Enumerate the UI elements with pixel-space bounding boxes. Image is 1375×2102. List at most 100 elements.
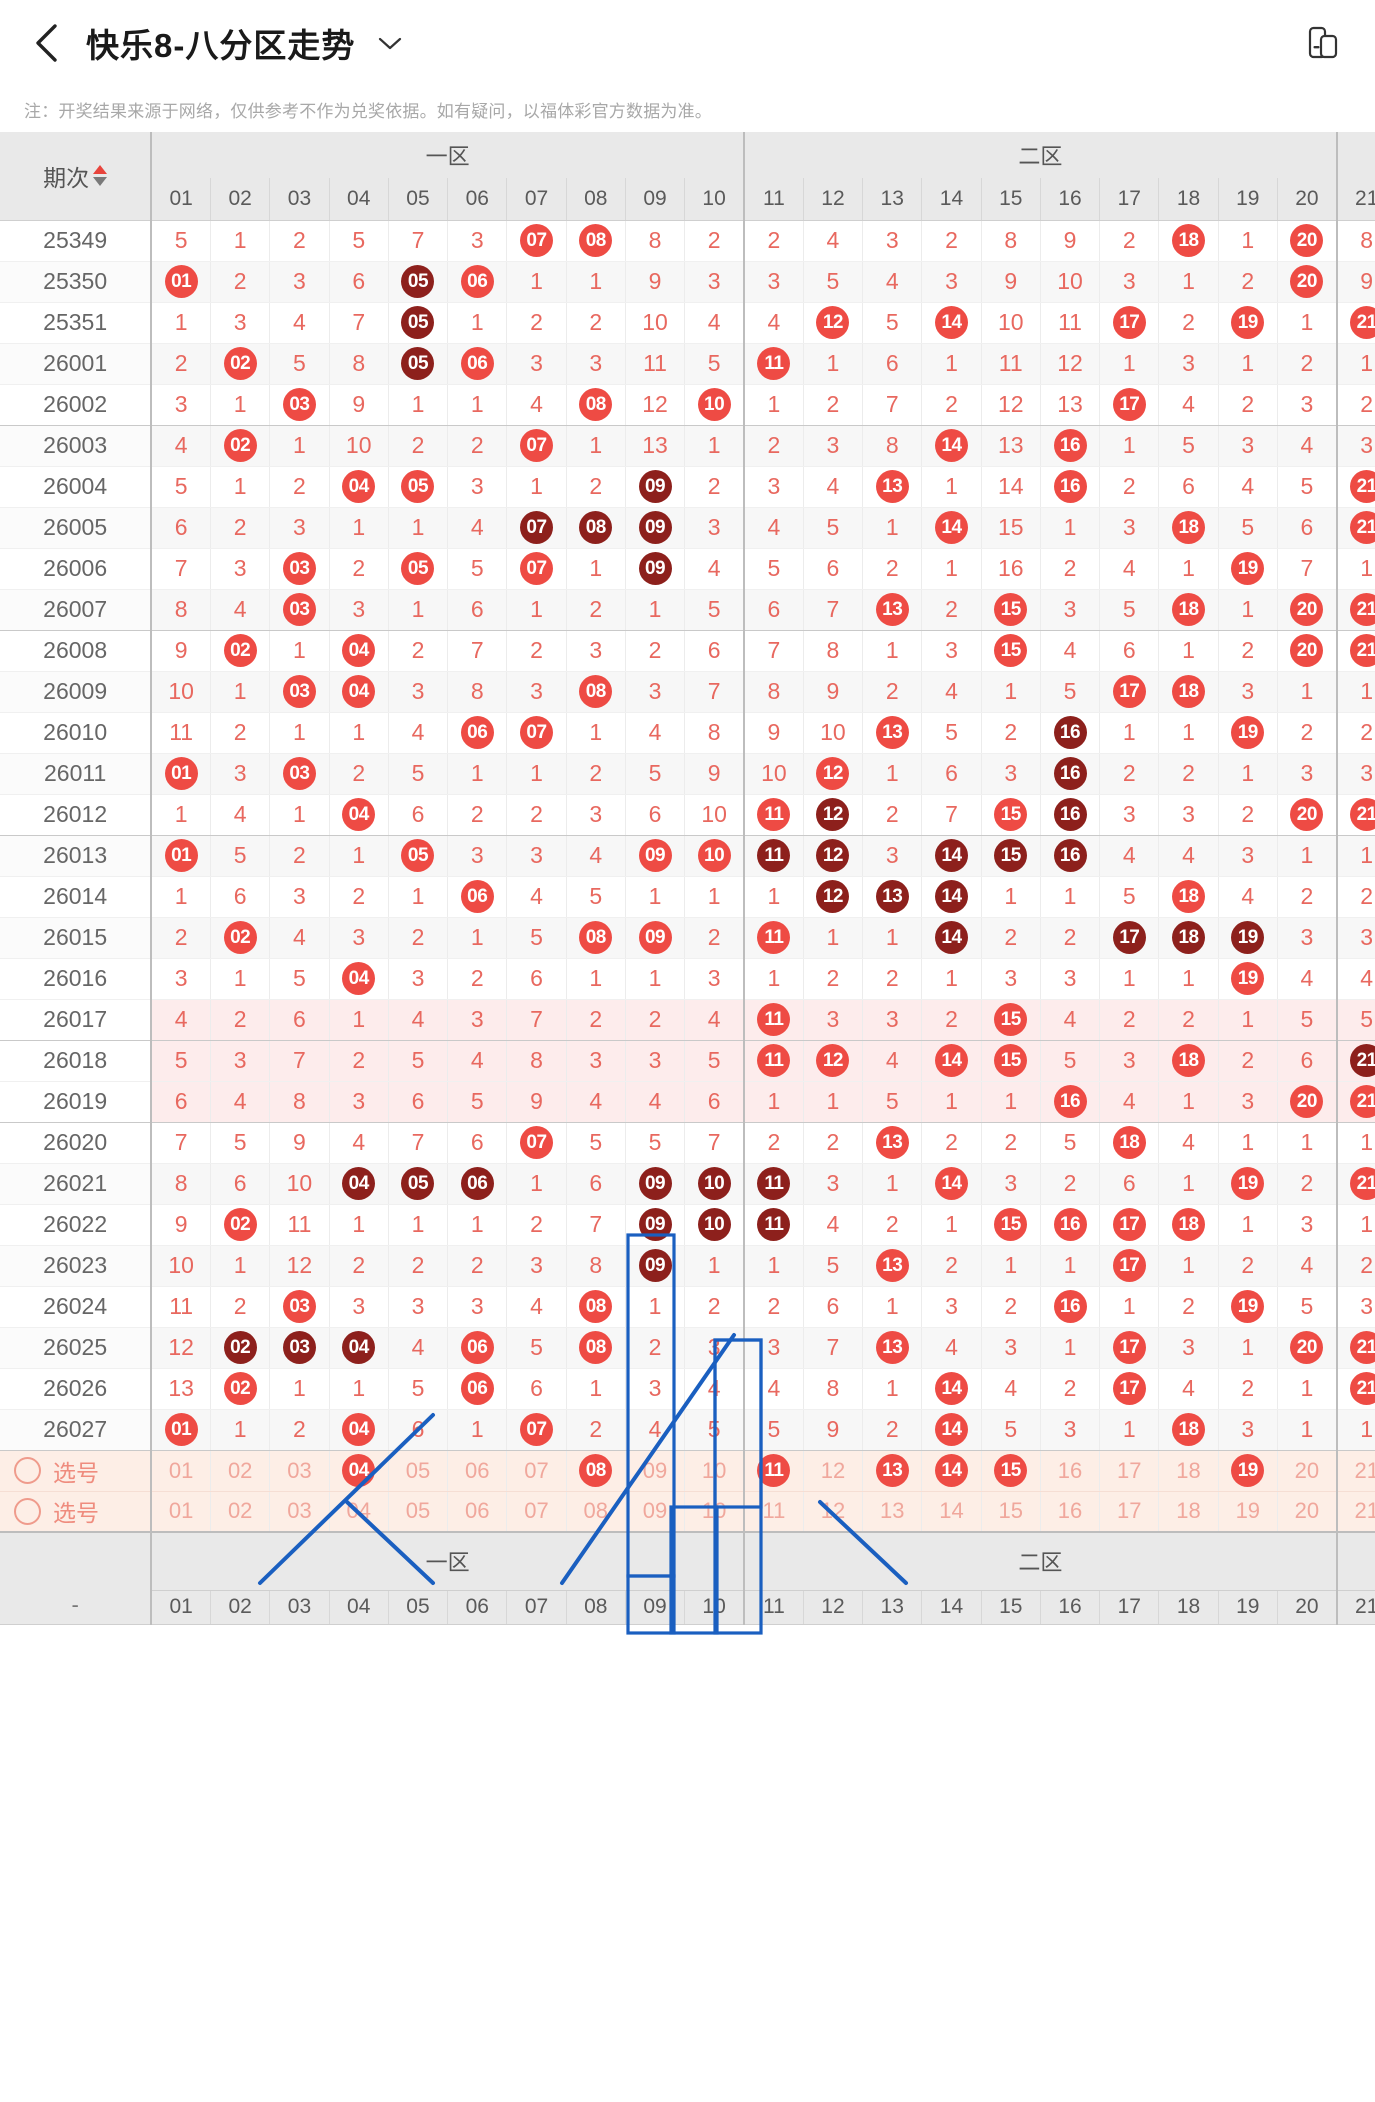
chevron-down-icon[interactable]: [377, 30, 403, 56]
pick-cell-16[interactable]: 16: [1040, 1491, 1101, 1533]
column-header-09[interactable]: 09: [625, 178, 686, 221]
pick-cell-20[interactable]: 20: [1277, 1450, 1338, 1492]
column-header-14[interactable]: 14: [921, 178, 982, 221]
pick-cell-21[interactable]: 21: [1336, 1450, 1375, 1492]
selected-ball[interactable]: 19: [1231, 1454, 1265, 1487]
pick-cell-03[interactable]: 03: [269, 1491, 330, 1533]
column-header-08[interactable]: 08: [566, 178, 626, 221]
pick-cell-19[interactable]: 19: [1218, 1450, 1278, 1492]
column-header-18[interactable]: 18: [1158, 178, 1219, 221]
pick-cell-08[interactable]: 08: [566, 1491, 626, 1533]
pick-cell-19[interactable]: 19: [1218, 1491, 1278, 1533]
column-header-20[interactable]: 20: [1277, 178, 1338, 221]
table-row[interactable]: 2601011211406071489101352161119224: [0, 712, 1375, 754]
column-header-15[interactable]: 15: [981, 178, 1041, 221]
table-row[interactable]: 253511347051221044125141011172191211: [0, 302, 1375, 344]
pick-cell-09[interactable]: 09: [625, 1450, 686, 1492]
pick-cell-04[interactable]: 04: [329, 1450, 389, 1492]
pick-cell-15[interactable]: 15: [981, 1450, 1041, 1492]
table-row[interactable]: 260067303205507109456211624119713: [0, 548, 1375, 590]
column-header-16[interactable]: 16: [1040, 178, 1101, 221]
pick-cell-09[interactable]: 09: [625, 1491, 686, 1533]
pick-cell-08[interactable]: 08: [566, 1450, 626, 1492]
pick-cell-03[interactable]: 03: [269, 1450, 330, 1492]
selected-ball[interactable]: 14: [934, 1454, 968, 1487]
column-header-13[interactable]: 13: [862, 178, 923, 221]
rotate-screen-icon[interactable]: [1301, 22, 1343, 64]
radio-circle-icon[interactable]: [14, 1497, 41, 1525]
column-header-01[interactable]: 01: [151, 178, 212, 221]
column-header-02[interactable]: 02: [210, 178, 271, 221]
selected-ball[interactable]: 15: [994, 1454, 1028, 1487]
column-header-12[interactable]: 12: [803, 178, 864, 221]
pick-cell-17[interactable]: 17: [1099, 1450, 1160, 1492]
table-row[interactable]: 2602512020304406508233713431173120211: [0, 1327, 1375, 1369]
pick-cell-13[interactable]: 13: [862, 1450, 923, 1492]
column-header-21[interactable]: 21: [1336, 178, 1375, 221]
pick-cell-11[interactable]: 11: [744, 1450, 804, 1492]
pick-row-2[interactable]: 选号 01 02 03 04 05 06 07 08 09 10 11 12 13 14 15 16 17 18 19…: [0, 1491, 1375, 1533]
pick-cell-10[interactable]: 10: [684, 1450, 746, 1492]
table-row[interactable]: 260078403316121567132153518120211: [0, 589, 1375, 631]
table-row[interactable]: 26027011204610724559214531183113: [0, 1409, 1375, 1451]
table-row[interactable]: 2600231039114081210127212131742325: [0, 384, 1375, 426]
column-header-19[interactable]: 19: [1218, 178, 1278, 221]
table-row[interactable]: 2600120258050633115111611112131214: [0, 343, 1375, 385]
pick-cell-12[interactable]: 12: [803, 1450, 864, 1492]
selected-ball[interactable]: 13: [875, 1454, 909, 1487]
table-row[interactable]: 25350012360506119335439103122093: [0, 261, 1375, 303]
table-row[interactable]: 260207594760755722132251841113: [0, 1122, 1375, 1164]
table-row[interactable]: 26015202432150809211111422171819331: [0, 917, 1375, 959]
back-icon[interactable]: [26, 21, 70, 65]
pick-cell-18[interactable]: 18: [1158, 1450, 1219, 1492]
pick-cell-21[interactable]: 21: [1336, 1491, 1375, 1533]
table-row[interactable]: 26024112033334081226132161219536: [0, 1286, 1375, 1328]
pick-cell-15[interactable]: 15: [981, 1491, 1041, 1533]
table-row[interactable]: 260185372548335111241415531826211: [0, 1040, 1375, 1082]
pick-cell-06[interactable]: 06: [447, 1491, 508, 1533]
pick-row-label-cell[interactable]: 选号: [0, 1450, 153, 1492]
column-header-03[interactable]: 03: [269, 178, 330, 221]
pick-cell-01[interactable]: 01: [151, 1491, 212, 1533]
pick-cell-16[interactable]: 16: [1040, 1450, 1101, 1492]
pick-cell-13[interactable]: 13: [862, 1491, 923, 1533]
pick-cell-14[interactable]: 14: [921, 1450, 982, 1492]
column-header-06[interactable]: 06: [447, 178, 508, 221]
pick-cell-10[interactable]: 10: [684, 1491, 746, 1533]
column-header-04[interactable]: 04: [329, 178, 389, 221]
selected-ball[interactable]: 04: [342, 1454, 376, 1487]
column-header-05[interactable]: 05: [388, 178, 449, 221]
column-header-17[interactable]: 17: [1099, 178, 1160, 221]
pick-cell-02[interactable]: 02: [210, 1450, 271, 1492]
table-row[interactable]: 2602186100405061609101131143261192211: [0, 1163, 1375, 1205]
pick-cell-05[interactable]: 05: [388, 1450, 449, 1492]
column-header-07[interactable]: 07: [506, 178, 567, 221]
pick-cell-04[interactable]: 04: [329, 1491, 389, 1533]
table-row[interactable]: 26012141046223610111227151633220211: [0, 794, 1375, 836]
pick-cell-02[interactable]: 02: [210, 1491, 271, 1533]
table-row[interactable]: 260091010304383083789241517183113: [0, 671, 1375, 713]
selected-ball[interactable]: 08: [579, 1454, 613, 1487]
pick-cell-07[interactable]: 07: [506, 1491, 567, 1533]
pick-cell-12[interactable]: 12: [803, 1491, 864, 1533]
pick-cell-17[interactable]: 17: [1099, 1491, 1160, 1533]
pick-cell-05[interactable]: 05: [388, 1491, 449, 1533]
table-row[interactable]: 26014163210645111121314115184223: [0, 876, 1375, 918]
table-row[interactable]: 26023101122223809115132111712425: [0, 1245, 1375, 1287]
pick-cell-20[interactable]: 20: [1277, 1491, 1338, 1533]
table-row[interactable]: 26011013032511259101216316221331: [0, 753, 1375, 795]
column-header-11[interactable]: 11: [744, 178, 804, 221]
pick-cell-01[interactable]: 01: [151, 1450, 212, 1492]
sort-toggle-icon[interactable]: [93, 165, 108, 187]
radio-circle-icon[interactable]: [14, 1457, 41, 1484]
pick-cell-14[interactable]: 14: [921, 1491, 982, 1533]
pick-cell-18[interactable]: 18: [1158, 1491, 1219, 1533]
selected-ball[interactable]: 11: [757, 1454, 791, 1487]
